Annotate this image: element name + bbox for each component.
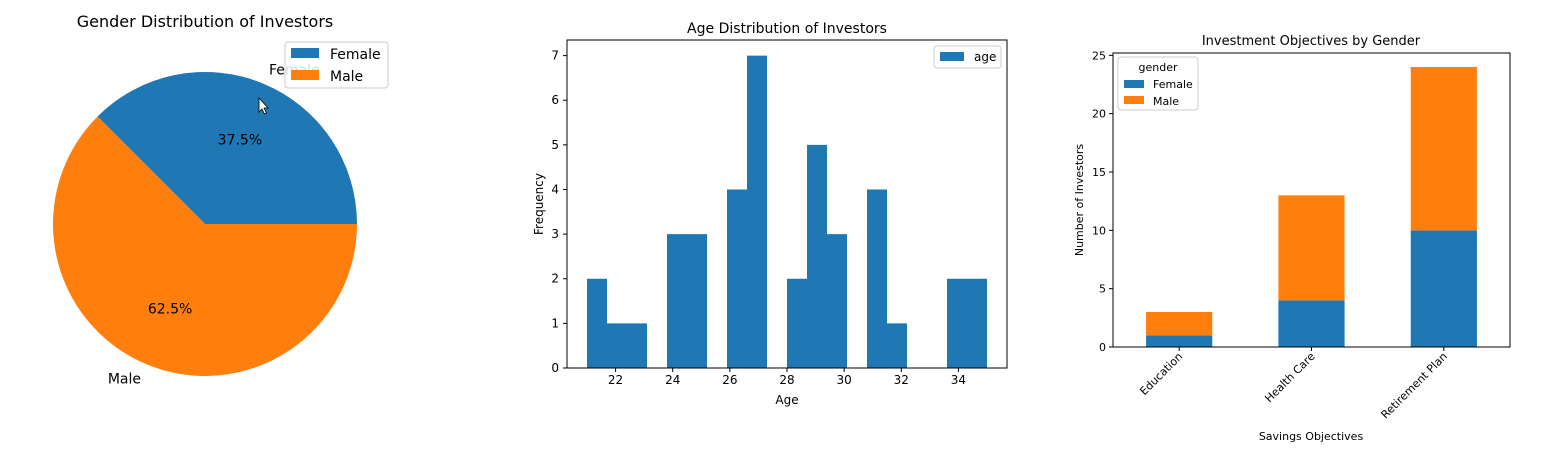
- pie-slices: [53, 71, 358, 376]
- stack-bar-female: [1278, 300, 1345, 347]
- stack-legend-title: gender: [1139, 61, 1178, 74]
- hist-bar: [747, 55, 767, 368]
- stack-x-ticks: Education Health Care Retirement Plan: [1137, 347, 1450, 421]
- stack-title: Investment Objectives by Gender: [1202, 34, 1421, 49]
- stack-y-tick-label: 10: [1092, 224, 1106, 237]
- hist-y-tick-label: 6: [551, 93, 559, 107]
- histogram-chart: Age Distribution of Investors 22 24 26 28 30…: [532, 21, 1008, 407]
- pie-chart: Gender Distribution of Investors 37.5% Fe…: [53, 12, 389, 387]
- hist-bar: [807, 144, 827, 368]
- hist-bar: [627, 323, 647, 368]
- hist-x-tick-label: 32: [894, 373, 909, 387]
- hist-bar: [727, 189, 747, 368]
- stack-x-tick-label: Health Care: [1262, 350, 1317, 405]
- hist-x-tick-label: 26: [722, 373, 737, 387]
- hist-y-tick-label: 1: [551, 316, 559, 330]
- stack-y-tick-label: 25: [1092, 49, 1106, 62]
- stack-bar-female: [1146, 335, 1213, 347]
- stack-bar-male: [1146, 312, 1213, 336]
- stack-legend: gender Female Male: [1117, 56, 1199, 111]
- pie-slice-female: [97, 71, 357, 225]
- mouse-cursor-icon: [258, 96, 269, 115]
- hist-bar: [947, 278, 967, 368]
- hist-y-tick-label: 7: [551, 49, 559, 63]
- pie-pct-label-female: 37.5%: [218, 133, 262, 149]
- stack-y-tick-label: 20: [1092, 108, 1106, 121]
- hist-x-axis-label: Age: [775, 393, 798, 407]
- pie-pct-label-male: 62.5%: [148, 301, 192, 317]
- stack-x-axis-label: Savings Objectives: [1259, 430, 1364, 443]
- pie-title: Gender Distribution of Investors: [77, 12, 333, 31]
- hist-x-tick-label: 28: [779, 373, 794, 387]
- hist-title: Age Distribution of Investors: [687, 21, 887, 37]
- hist-bar: [867, 189, 887, 368]
- hist-y-axis-label: Frequency: [532, 173, 546, 235]
- stack-y-tick-label: 0: [1099, 341, 1106, 354]
- hist-x-tick-label: 30: [837, 373, 852, 387]
- stack-bars: [1146, 67, 1477, 347]
- pie-legend-label-male: Male: [330, 69, 363, 85]
- stack-y-tick-label: 5: [1099, 283, 1106, 296]
- stack-y-ticks: 0 5 10 15 20 25: [1092, 49, 1113, 354]
- hist-bar: [587, 278, 607, 368]
- hist-y-tick-label: 3: [551, 227, 559, 241]
- stack-legend-swatch-female: [1124, 80, 1144, 88]
- pie-legend-swatch-male: [291, 70, 319, 80]
- hist-legend-label: age: [974, 50, 996, 64]
- hist-legend-swatch: [940, 52, 964, 61]
- hist-bar: [827, 234, 847, 368]
- stack-bar-male: [1278, 195, 1345, 301]
- stack-legend-swatch-male: [1124, 96, 1144, 104]
- pie-category-label-male: Male: [108, 371, 141, 387]
- hist-y-tick-label: 4: [551, 182, 559, 196]
- stack-legend-label-male: Male: [1153, 95, 1179, 108]
- pie-legend-label-female: Female: [330, 47, 381, 63]
- hist-bar: [667, 234, 687, 368]
- stack-legend-label-female: Female: [1153, 78, 1193, 91]
- pie-legend-swatch-female: [291, 48, 319, 58]
- hist-y-ticks: 0 1 2 3 4 5 6 7: [551, 49, 567, 375]
- hist-y-tick-label: 5: [551, 138, 559, 152]
- hist-x-tick-label: 24: [665, 373, 680, 387]
- hist-bar: [887, 323, 907, 368]
- stack-x-tick-label: Education: [1137, 350, 1185, 398]
- hist-y-tick-label: 0: [551, 361, 559, 375]
- hist-legend: age: [933, 45, 1002, 69]
- hist-x-tick-label: 34: [951, 373, 966, 387]
- hist-bar: [967, 278, 987, 368]
- stack-y-axis-label: Number of Investors: [1073, 144, 1086, 257]
- pie-slice-male: [53, 116, 358, 376]
- hist-x-tick-label: 22: [608, 373, 623, 387]
- stacked-bar-chart: Investment Objectives by Gender Educatio…: [1073, 34, 1511, 443]
- hist-legend-frame: [933, 45, 1002, 69]
- stack-x-tick-label: Retirement Plan: [1379, 350, 1450, 421]
- hist-bar: [607, 323, 627, 368]
- hist-bars: [587, 55, 987, 368]
- stack-bar-female: [1410, 230, 1477, 347]
- hist-x-ticks: 22 24 26 28 30 32 34: [608, 368, 966, 387]
- stack-y-tick-label: 15: [1092, 166, 1106, 179]
- hist-bar: [787, 278, 807, 368]
- pie-legend: Female Male: [284, 41, 389, 89]
- stack-bar-male: [1410, 67, 1477, 231]
- hist-bar: [687, 234, 707, 368]
- hist-y-tick-label: 2: [551, 272, 559, 286]
